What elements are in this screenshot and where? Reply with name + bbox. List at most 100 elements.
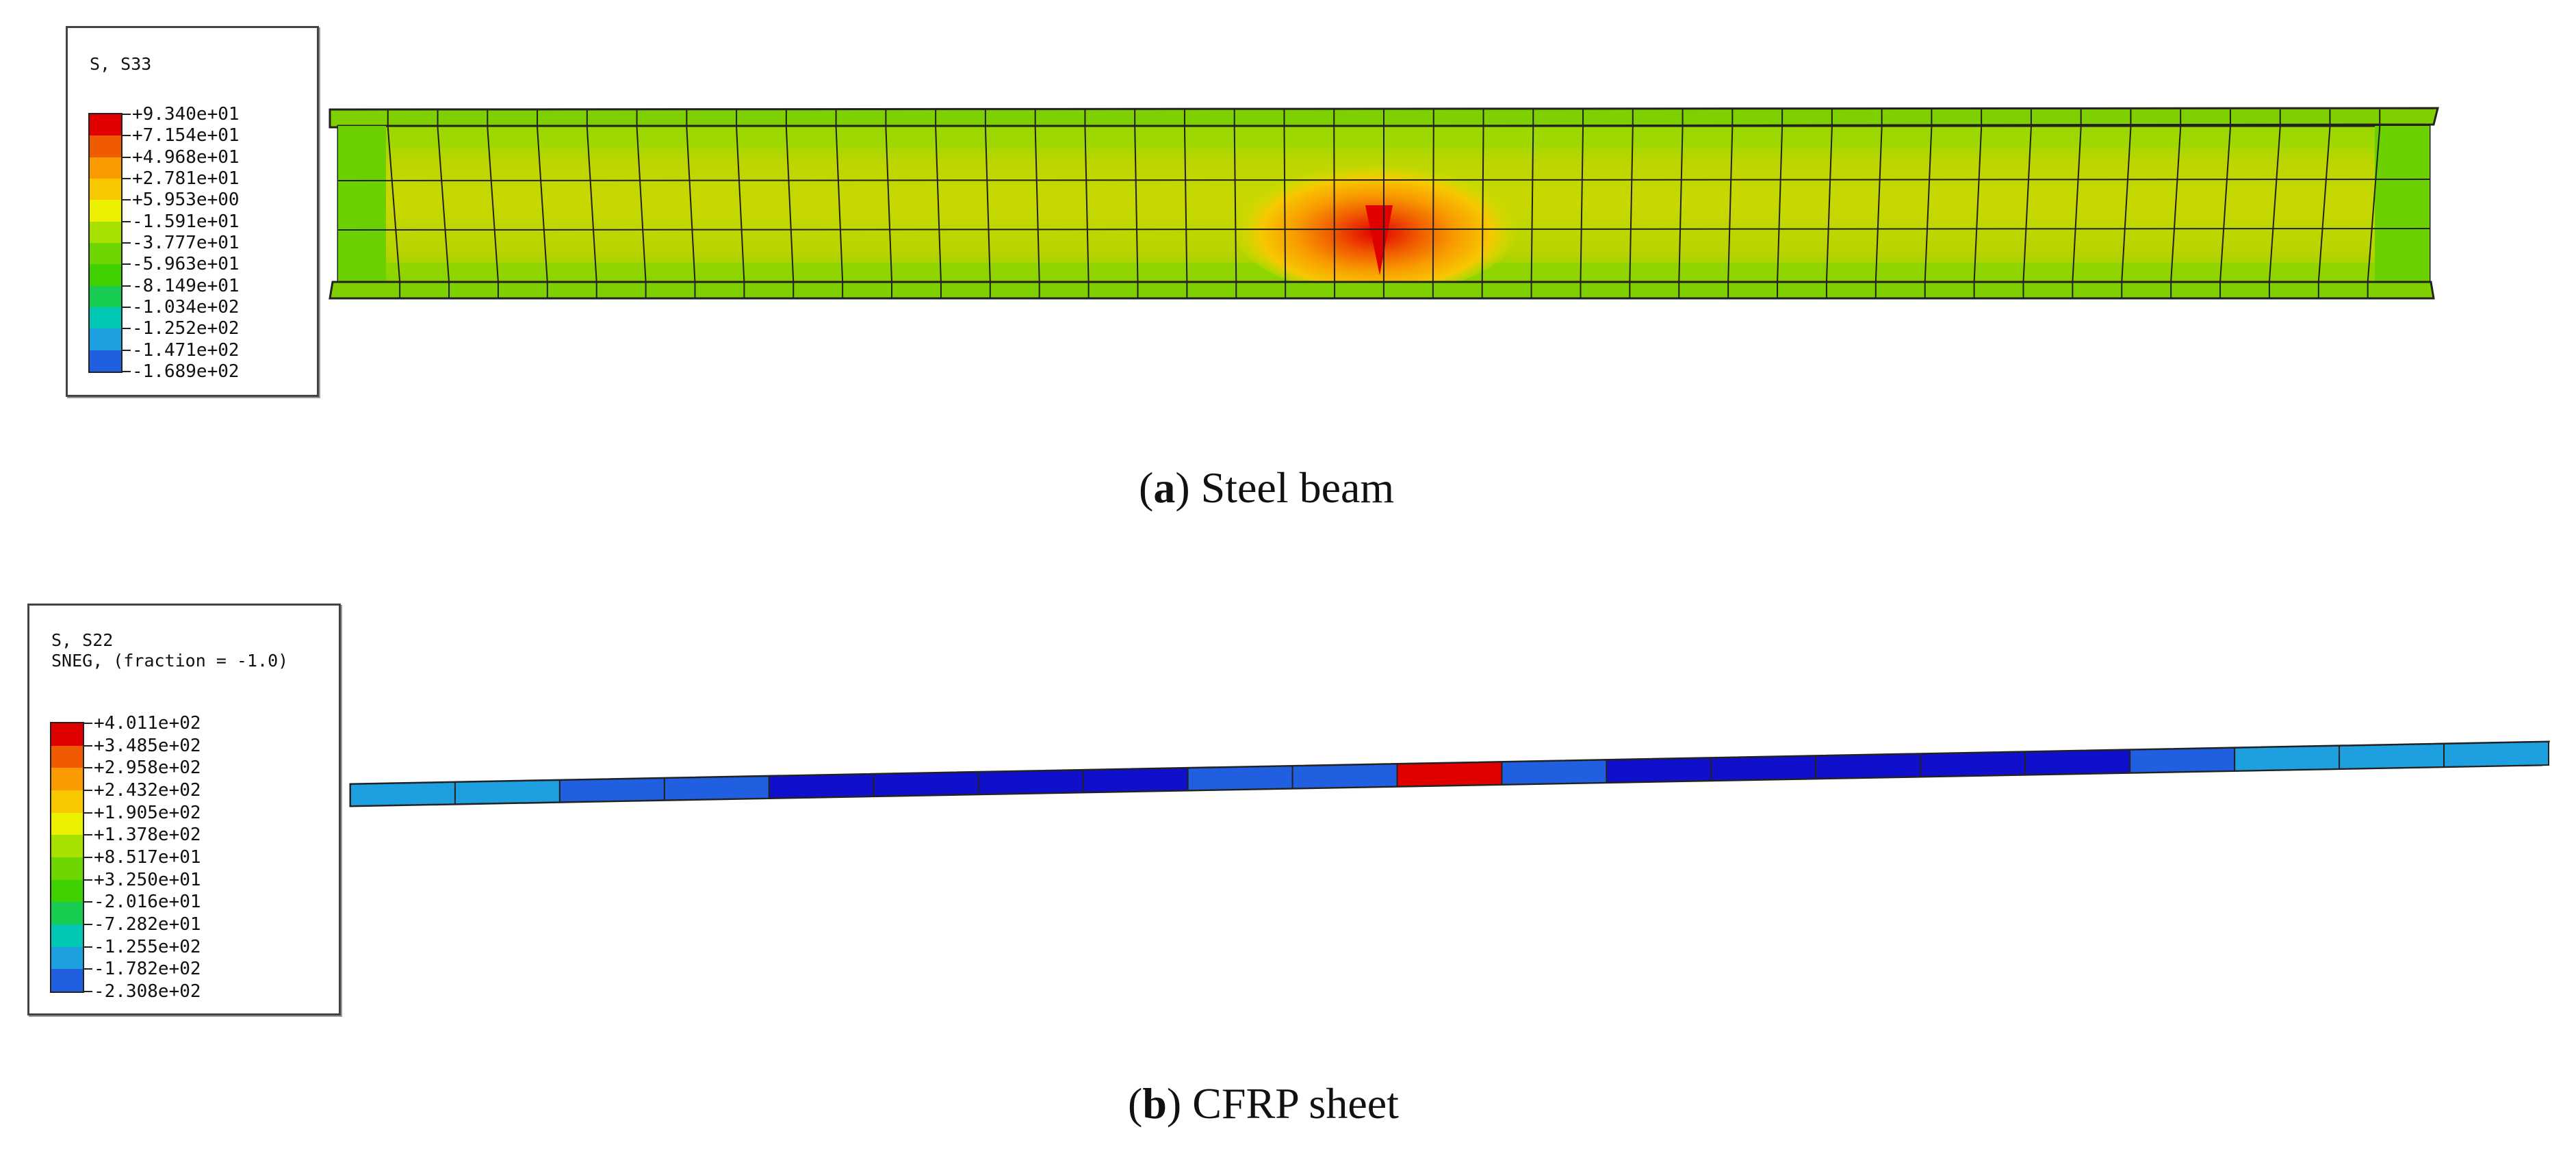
- mesh-line: [1233, 127, 1237, 283]
- legend-value: -1.782e+02: [94, 959, 201, 980]
- color-bar-cell: [51, 812, 83, 835]
- cfrp-element: [2129, 747, 2236, 774]
- mesh-line: [885, 127, 893, 283]
- color-bar-cell: [51, 924, 83, 948]
- color-bar-cell: [90, 114, 121, 136]
- mesh-line: [2022, 127, 2032, 283]
- color-bar-cell: [51, 835, 83, 858]
- legend-tick: [123, 135, 131, 137]
- cfrp-element: [977, 769, 1084, 795]
- color-bar-cell: [51, 857, 83, 881]
- cfrp-sheet-model: [349, 740, 2551, 807]
- mesh-line: [2367, 127, 2381, 283]
- caption-steel-beam: (a) Steel beam: [1139, 463, 1395, 512]
- steel-beam-model: [329, 107, 2439, 300]
- color-bar-cell: [90, 264, 121, 287]
- legend-title: S, S22: [51, 630, 114, 650]
- mesh-line: [1333, 127, 1336, 283]
- legend-value: -1.689e+02: [132, 361, 240, 382]
- legend-tick: [84, 834, 92, 836]
- legend-tick: [123, 156, 131, 158]
- mesh-line: [1034, 127, 1040, 283]
- mesh-line: [1973, 127, 1983, 283]
- mesh-line: [437, 127, 450, 283]
- color-bar-cell: [90, 135, 121, 158]
- color-bar-cell: [90, 328, 121, 351]
- color-bar: [50, 722, 84, 993]
- color-bar-cell: [90, 285, 121, 308]
- mesh-line: [835, 127, 844, 283]
- cfrp-element: [1710, 755, 1817, 781]
- legend-value: +1.905e+02: [94, 802, 201, 823]
- cfrp-element: [2443, 740, 2549, 768]
- legend-value: +8.517e+01: [94, 847, 201, 868]
- mesh-line: [2268, 127, 2281, 283]
- mesh-line: [935, 127, 942, 283]
- mesh-line: [2317, 127, 2331, 283]
- mesh-line: [1530, 127, 1534, 283]
- color-bar-cell: [51, 768, 83, 791]
- color-bar-cell: [51, 745, 83, 768]
- legend-tick: [123, 371, 131, 372]
- mesh-line: [1629, 127, 1634, 283]
- legend-tick: [123, 242, 131, 244]
- legend-tick: [123, 263, 131, 265]
- color-bar-cell: [90, 243, 121, 265]
- cfrp-element: [1396, 761, 1503, 788]
- legend-tick: [123, 349, 131, 351]
- color-bar-cell: [51, 790, 83, 814]
- legend-value: +1.378e+02: [94, 825, 201, 846]
- legend-tick: [123, 307, 131, 308]
- cfrp-element: [1291, 763, 1398, 790]
- legend-tick: [123, 285, 131, 287]
- mesh-line: [984, 127, 991, 283]
- legend-tick: [84, 857, 92, 858]
- legend-value: +2.432e+02: [94, 780, 201, 801]
- cfrp-element: [1082, 767, 1189, 794]
- cfrp-element: [1815, 753, 1922, 780]
- mesh-line: [686, 127, 696, 283]
- legend-value: -1.591e+01: [132, 211, 240, 232]
- legend-value: +7.154e+01: [132, 125, 240, 146]
- legend-value: +3.485e+02: [94, 735, 201, 756]
- mesh-line: [1777, 127, 1783, 283]
- mesh-line: [2072, 127, 2082, 283]
- mesh-line: [1432, 127, 1434, 283]
- mesh-line: [586, 127, 597, 283]
- color-bar-cell: [90, 221, 121, 244]
- mesh-line: [2219, 127, 2231, 283]
- legend-tick: [123, 328, 131, 330]
- cfrp-element: [663, 775, 770, 801]
- cfrp-element: [1606, 757, 1712, 783]
- legend-value: +4.968e+01: [132, 146, 240, 168]
- mesh-line: [537, 127, 548, 283]
- cfrp-element: [768, 773, 875, 799]
- mesh-line: [636, 127, 647, 283]
- mesh-line: [1283, 127, 1287, 283]
- cfrp-element: [454, 779, 561, 805]
- cfrp-element: [873, 771, 979, 797]
- cfrp-element: [1187, 765, 1293, 792]
- cfrp-element: [1920, 751, 2026, 778]
- mesh-line: [487, 127, 499, 283]
- legend-value: +2.781e+01: [132, 168, 240, 189]
- mesh-line: [1183, 127, 1188, 283]
- legend-value: -7.282e+01: [94, 914, 201, 935]
- legend-value: +9.340e+01: [132, 104, 240, 125]
- mesh-line: [1825, 127, 1833, 283]
- legend-value: -5.963e+01: [132, 254, 240, 275]
- bottom-flange: [329, 281, 2435, 300]
- legend-value: -2.308e+02: [94, 981, 201, 1002]
- color-bar-cell: [90, 157, 121, 179]
- color-bar-cell: [90, 307, 121, 329]
- caption-cfrp-sheet: (b) CFRP sheet: [1128, 1079, 1399, 1128]
- legend-tick: [84, 879, 92, 881]
- legend-value: -3.777e+01: [132, 233, 240, 253]
- color-bar-cell: [51, 969, 83, 992]
- color-bar-cell: [51, 723, 83, 747]
- legend-tick: [123, 199, 131, 201]
- cfrp-element: [2234, 744, 2341, 772]
- legend-tick: [123, 220, 131, 222]
- color-bar-cell: [51, 902, 83, 925]
